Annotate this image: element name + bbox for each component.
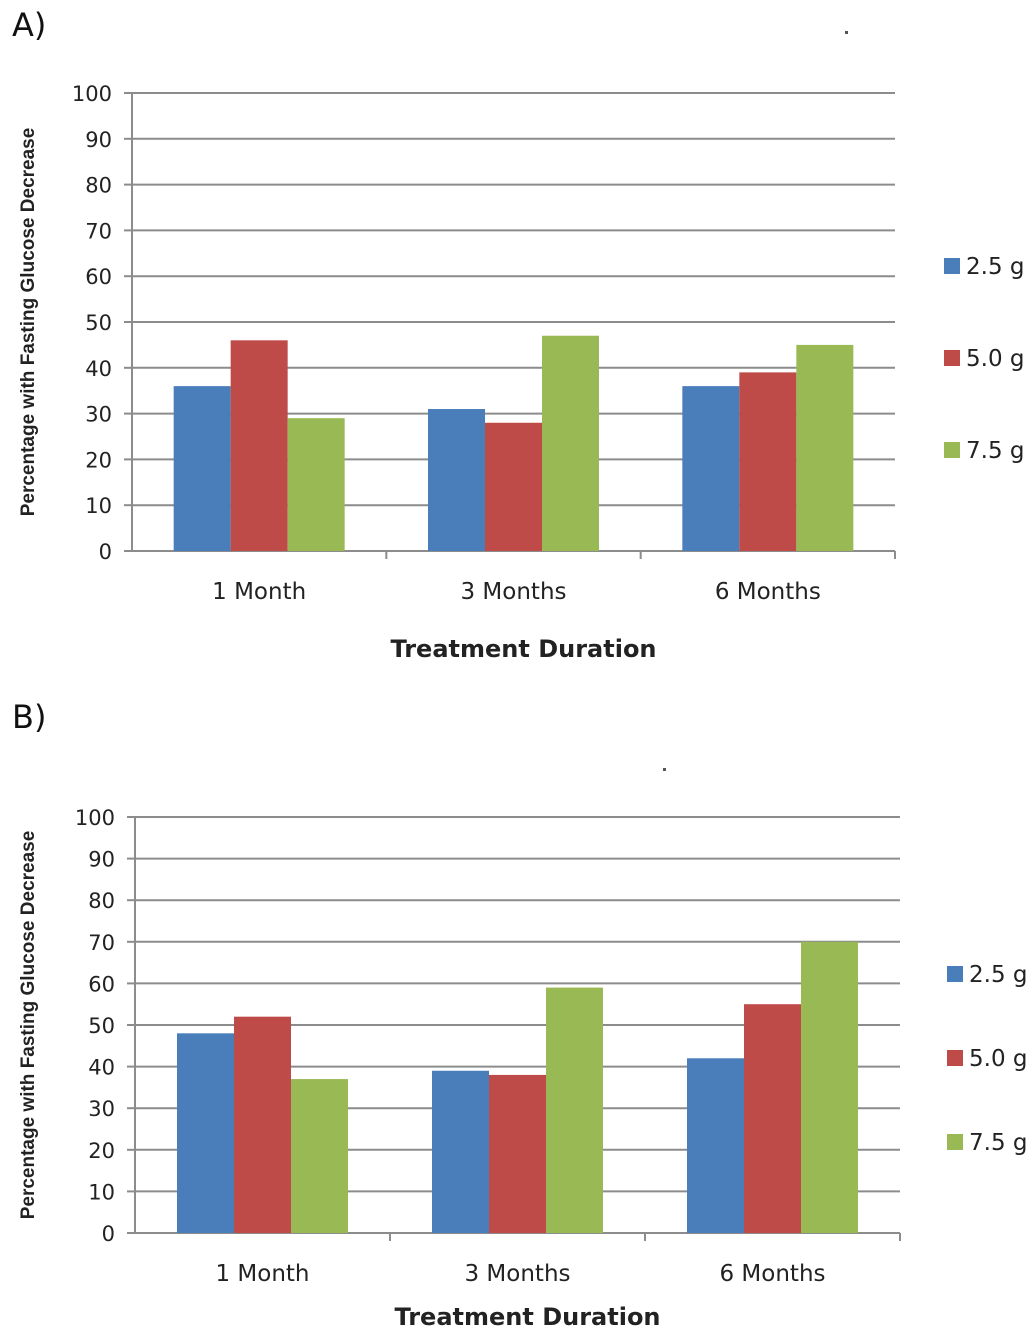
bar xyxy=(744,1004,801,1233)
bar xyxy=(287,418,345,551)
y-tick-label: 20 xyxy=(85,448,112,472)
y-tick-label: 50 xyxy=(85,311,112,335)
legend-swatch xyxy=(947,1050,963,1066)
bar xyxy=(796,344,854,551)
legend-label: 2.5 g xyxy=(969,962,1028,988)
bar xyxy=(687,1058,744,1233)
panel-label: B) xyxy=(12,698,47,736)
legend-swatch xyxy=(947,1134,963,1150)
bar xyxy=(801,941,858,1233)
bar xyxy=(432,1070,489,1233)
bar xyxy=(542,335,599,551)
x-tick-label: 6 Months xyxy=(715,579,821,605)
y-axis-title: Percentage with Fasting Glucose Decrease xyxy=(18,128,39,517)
legend-label: 5.0 g xyxy=(966,346,1025,372)
legend-label: 2.5 g xyxy=(966,254,1025,280)
legend-label: 5.0 g xyxy=(969,1046,1028,1072)
speck xyxy=(845,31,848,34)
y-tick-label: 0 xyxy=(102,1222,115,1246)
bar xyxy=(428,409,485,551)
y-tick-label: 40 xyxy=(88,1056,115,1080)
y-tick-label: 60 xyxy=(88,972,115,996)
legend-swatch xyxy=(947,966,963,982)
x-axis-title: Treatment Duration xyxy=(390,635,656,663)
speck xyxy=(663,768,666,771)
y-tick-label: 50 xyxy=(88,1014,115,1038)
bar xyxy=(485,422,542,551)
x-axis-title: Treatment Duration xyxy=(394,1303,660,1331)
x-tick-label: 1 Month xyxy=(212,579,306,605)
y-tick-label: 10 xyxy=(85,494,112,518)
chart-panel-b: B) 0 10 20 30 40 50 60 70 80 90 100 1 Month 3 Months… xyxy=(0,680,1035,1332)
y-tick-label: 30 xyxy=(88,1097,115,1121)
bar-chart-b: 0 10 20 30 40 50 60 70 80 90 100 1 Month 3 Months 6 M… xyxy=(18,806,1028,1331)
y-tick-label: 90 xyxy=(85,128,112,152)
y-tick-label: 0 xyxy=(99,540,112,564)
legend-swatch xyxy=(944,350,960,366)
y-tick-label: 60 xyxy=(85,265,112,289)
bar xyxy=(682,386,740,551)
y-axis-title: Percentage with Fasting Glucose Decrease xyxy=(18,831,39,1220)
y-tick-label: 80 xyxy=(85,174,112,198)
bar xyxy=(177,1033,234,1233)
bar xyxy=(291,1079,348,1233)
x-tick-label: 6 Months xyxy=(719,1261,825,1287)
y-tick-label: 100 xyxy=(75,806,115,830)
y-tick-label: 10 xyxy=(88,1180,115,1204)
bar xyxy=(234,1016,291,1233)
x-tick-label: 3 Months xyxy=(460,579,566,605)
bar-chart-a: 0 10 20 30 40 50 60 70 80 90 100 1 Month 3 Months 6 M… xyxy=(18,82,1025,663)
legend-swatch xyxy=(944,258,960,274)
y-tick-label: 70 xyxy=(88,931,115,955)
bar xyxy=(173,386,231,551)
y-tick-label: 70 xyxy=(85,219,112,243)
x-tick-label: 1 Month xyxy=(215,1261,309,1287)
y-tick-label: 80 xyxy=(88,889,115,913)
chart-panel-a: A) 0 10 20 30 40 50 60 70 80 90 100 1 Month 3 Months… xyxy=(12,6,1025,663)
panel-label: A) xyxy=(12,6,47,44)
y-tick-label: 20 xyxy=(88,1139,115,1163)
legend-label: 7.5 g xyxy=(969,1130,1028,1156)
y-tick-label: 30 xyxy=(85,403,112,427)
legend-swatch xyxy=(944,442,960,458)
bar xyxy=(546,987,603,1233)
legend-label: 7.5 g xyxy=(966,438,1025,464)
bar xyxy=(739,372,797,551)
bar xyxy=(230,340,288,551)
y-tick-label: 100 xyxy=(72,82,112,106)
bar xyxy=(489,1074,546,1233)
y-tick-label: 40 xyxy=(85,357,112,381)
y-tick-label: 90 xyxy=(88,848,115,872)
x-tick-label: 3 Months xyxy=(464,1261,570,1287)
